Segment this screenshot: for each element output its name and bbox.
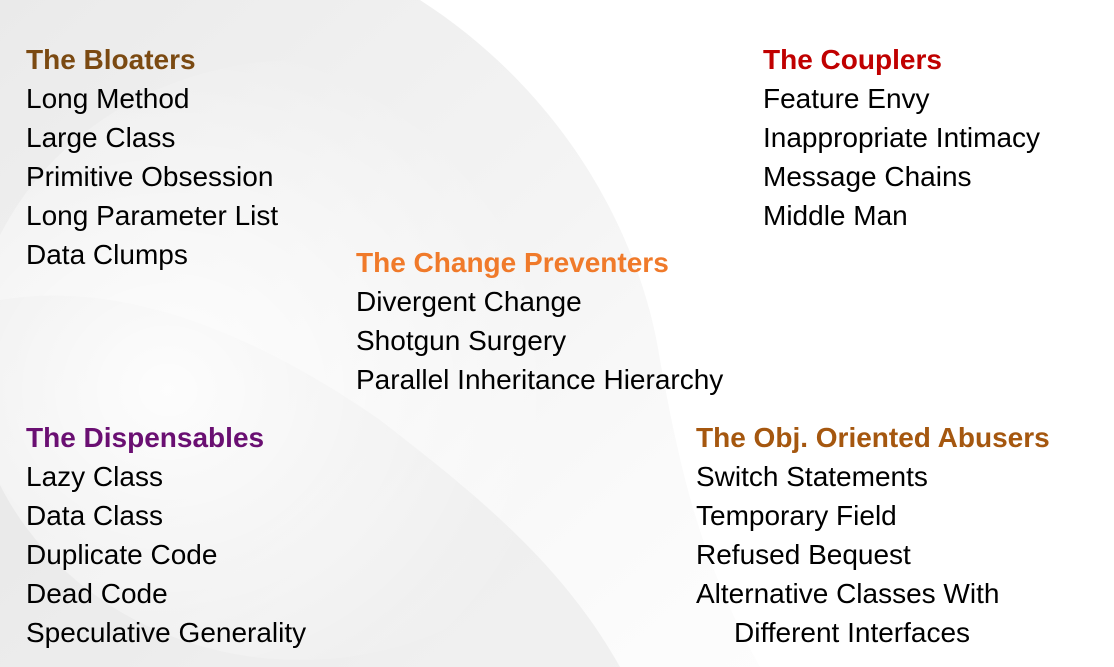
list-item: Data Class — [26, 500, 163, 531]
group-title-change-preventers: The Change Preventers — [356, 247, 669, 278]
list-item: Speculative Generality — [26, 617, 307, 648]
group-title-dispensables: The Dispensables — [26, 422, 265, 453]
list-item: Shotgun Surgery — [356, 325, 567, 356]
list-item: Temporary Field — [696, 500, 897, 531]
list-item: Data Clumps — [26, 239, 188, 270]
list-change-preventers: Divergent Change Shotgun Surgery Paralle… — [356, 282, 723, 399]
list-item: Different Interfaces — [734, 617, 971, 648]
list-item: Primitive Obsession — [26, 161, 274, 192]
list-item: Dead Code — [26, 578, 168, 609]
group-title-couplers: The Couplers — [763, 44, 942, 75]
list-dispensables: Lazy Class Data Class Duplicate Code Dea… — [26, 457, 306, 652]
list-item: Lazy Class — [26, 461, 163, 492]
list-bloaters: Long Method Large Class Primitive Obsess… — [26, 79, 278, 274]
group-oo-abusers: The Obj. Oriented Abusers Switch Stateme… — [696, 418, 1050, 652]
list-item: Large Class — [26, 122, 176, 153]
group-dispensables: The Dispensables Lazy Class Data Class D… — [26, 418, 306, 652]
list-item: Long Parameter List — [26, 200, 279, 231]
list-item: Middle Man — [763, 200, 908, 231]
group-change-preventers: The Change Preventers Divergent Change S… — [356, 243, 723, 399]
list-item: Inappropriate Intimacy — [763, 122, 1041, 153]
list-item: Message Chains — [763, 161, 972, 192]
group-title-oo-abusers: The Obj. Oriented Abusers — [696, 422, 1050, 453]
list-item: Divergent Change — [356, 286, 582, 317]
group-bloaters: The Bloaters Long Method Large Class Pri… — [26, 40, 278, 274]
list-item: Long Method — [26, 83, 190, 114]
list-item: Parallel Inheritance Hierarchy — [356, 364, 724, 395]
group-title-bloaters: The Bloaters — [26, 44, 196, 75]
list-item: Refused Bequest — [696, 539, 911, 570]
list-item: Switch Statements — [696, 461, 928, 492]
list-item: Feature Envy — [763, 83, 930, 114]
group-couplers: The Couplers Feature Envy Inappropriate … — [763, 40, 1040, 235]
list-item: Duplicate Code — [26, 539, 218, 570]
list-couplers: Feature Envy Inappropriate Intimacy Mess… — [763, 79, 1040, 235]
list-item: Alternative Classes With — [696, 578, 1000, 609]
list-oo-abusers: Switch Statements Temporary Field Refuse… — [696, 457, 1050, 652]
